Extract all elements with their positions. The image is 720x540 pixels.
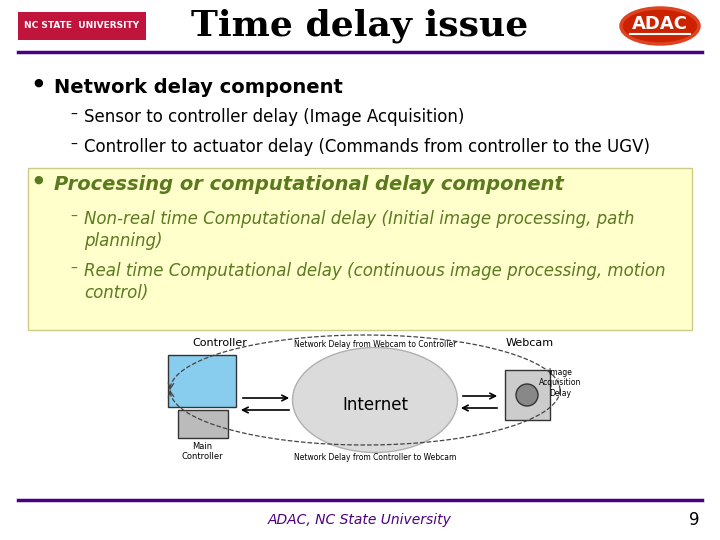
FancyBboxPatch shape [18, 12, 146, 40]
Text: ●: ● [33, 78, 43, 88]
Text: Network Delay from Controller to Webcam: Network Delay from Controller to Webcam [294, 453, 456, 462]
Ellipse shape [292, 348, 457, 453]
Text: planning): planning) [84, 232, 163, 250]
Text: Image
Acquisition
Delay: Image Acquisition Delay [539, 368, 581, 398]
Text: Sensor to controller delay (Image Acquisition): Sensor to controller delay (Image Acquis… [84, 108, 464, 126]
Text: Controller: Controller [192, 338, 248, 348]
Text: Time delay issue: Time delay issue [192, 9, 528, 43]
FancyBboxPatch shape [505, 370, 550, 420]
Text: control): control) [84, 284, 148, 302]
Text: –: – [70, 262, 77, 276]
Text: Network delay component: Network delay component [54, 78, 343, 97]
Text: 9: 9 [690, 511, 700, 529]
Ellipse shape [516, 384, 538, 406]
Text: Network Delay from Webcam to Controller: Network Delay from Webcam to Controller [294, 340, 456, 349]
Ellipse shape [621, 8, 699, 44]
Text: –: – [70, 108, 77, 122]
Text: ADAC, NC State University: ADAC, NC State University [268, 513, 452, 527]
Text: NC STATE  UNIVERSITY: NC STATE UNIVERSITY [24, 22, 140, 30]
Text: Controller to actuator delay (Commands from controller to the UGV): Controller to actuator delay (Commands f… [84, 138, 650, 156]
Text: ●: ● [33, 175, 43, 185]
Text: Processing or computational delay component: Processing or computational delay compon… [54, 175, 564, 194]
Text: Webcam: Webcam [506, 338, 554, 348]
FancyBboxPatch shape [168, 355, 236, 407]
Text: ADAC: ADAC [632, 15, 688, 33]
Text: Internet: Internet [342, 396, 408, 414]
Text: –: – [70, 210, 77, 224]
FancyBboxPatch shape [28, 168, 692, 330]
Text: Non-real time Computational delay (Initial image processing, path: Non-real time Computational delay (Initi… [84, 210, 634, 228]
Text: –: – [70, 138, 77, 152]
FancyBboxPatch shape [178, 410, 228, 438]
Text: Real time Computational delay (continuous image processing, motion: Real time Computational delay (continuou… [84, 262, 665, 280]
Text: Main
Controller: Main Controller [181, 442, 222, 461]
